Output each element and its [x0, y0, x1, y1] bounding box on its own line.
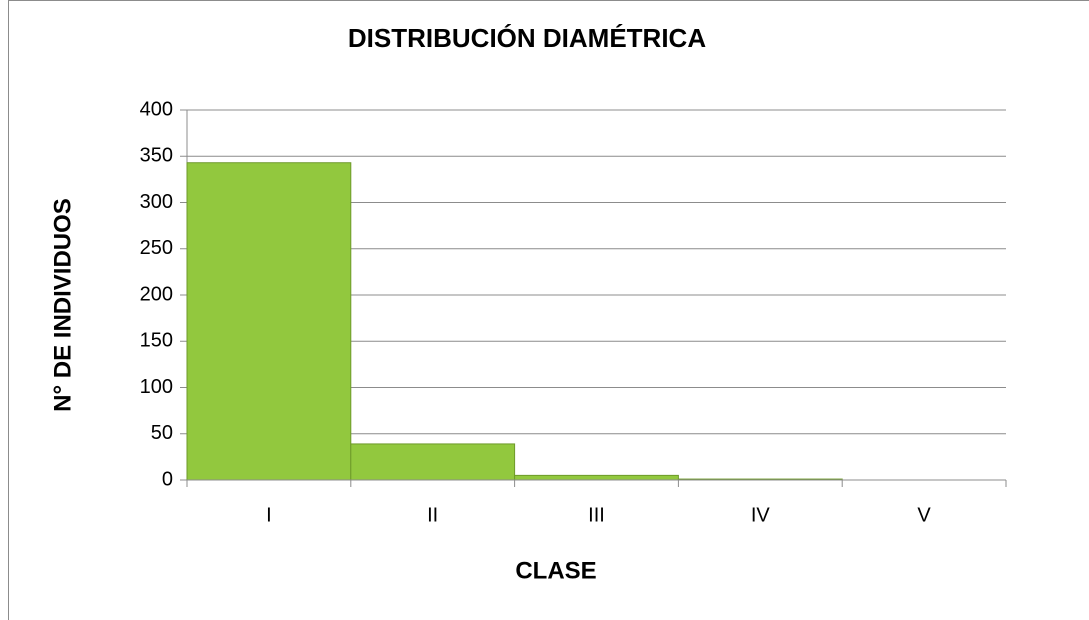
x-axis-title: CLASE — [515, 557, 596, 584]
y-tick-label: 200 — [140, 283, 173, 305]
bar — [514, 474, 679, 481]
x-tick-label: III — [588, 504, 605, 526]
y-axis-title: N° DE INDIVIDUOS — [49, 198, 76, 412]
chart-frame — [8, 0, 1089, 620]
y-tick-label: 300 — [140, 191, 173, 213]
bar — [186, 162, 352, 481]
y-tick-label: 50 — [151, 422, 173, 444]
y-tick-label: 400 — [140, 98, 173, 120]
y-tick-label: 100 — [140, 376, 173, 398]
y-tick-label: 0 — [162, 468, 173, 490]
chart-title: DISTRIBUCIÓN DIAMÉTRICA — [348, 23, 706, 53]
x-tick-label: V — [917, 504, 931, 526]
x-tick-label: IV — [751, 504, 771, 526]
y-tick-label: 150 — [140, 330, 173, 352]
x-tick-label: II — [427, 504, 438, 526]
y-tick-label: 350 — [140, 145, 173, 167]
bar — [350, 443, 516, 481]
x-tick-label: I — [266, 504, 272, 526]
y-tick-label: 250 — [140, 237, 173, 259]
